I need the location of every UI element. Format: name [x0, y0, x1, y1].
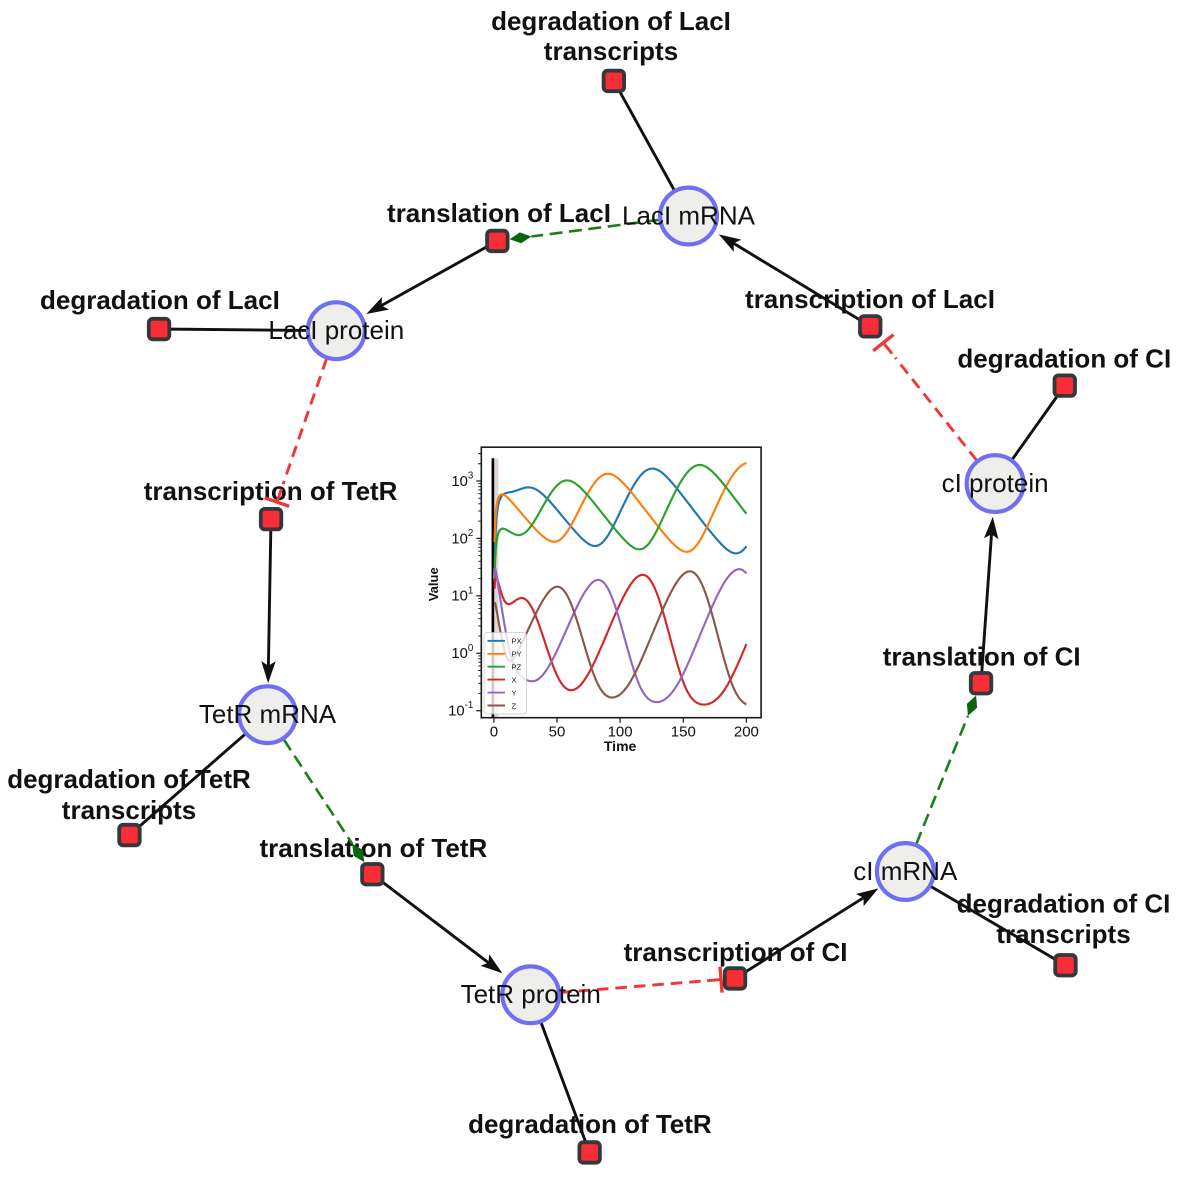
- svg-text:transcription of CI: transcription of CI: [624, 937, 848, 967]
- svg-text:degradation of LacI: degradation of LacI: [491, 6, 731, 36]
- svg-text:PZ: PZ: [512, 663, 522, 672]
- svg-text:103: 103: [451, 471, 473, 490]
- svg-text:PX: PX: [512, 637, 522, 646]
- svg-text:TetR mRNA: TetR mRNA: [199, 699, 337, 729]
- svg-text:degradation of CI: degradation of CI: [957, 889, 1171, 919]
- svg-text:degradation of TetR: degradation of TetR: [468, 1109, 712, 1139]
- svg-text:101: 101: [451, 585, 473, 604]
- svg-text:transcription of LacI: transcription of LacI: [745, 284, 995, 314]
- svg-text:cI mRNA: cI mRNA: [853, 856, 958, 886]
- svg-text:LacI mRNA: LacI mRNA: [622, 200, 756, 230]
- svg-text:degradation of TetR: degradation of TetR: [7, 764, 251, 794]
- svg-text:PY: PY: [512, 650, 522, 659]
- svg-text:transcripts: transcripts: [544, 36, 678, 66]
- svg-text:Value: Value: [426, 567, 441, 601]
- svg-text:TetR protein: TetR protein: [461, 979, 601, 1009]
- svg-text:150: 150: [671, 724, 696, 741]
- svg-text:200: 200: [734, 724, 759, 741]
- svg-text:degradation of CI: degradation of CI: [957, 344, 1171, 374]
- svg-text:LacI protein: LacI protein: [268, 315, 404, 345]
- svg-text:degradation of LacI: degradation of LacI: [40, 285, 280, 315]
- svg-text:50: 50: [549, 724, 566, 741]
- svg-text:Z: Z: [512, 701, 517, 710]
- svg-text:Time: Time: [604, 738, 637, 754]
- svg-text:0: 0: [490, 724, 498, 741]
- svg-text:100: 100: [608, 724, 633, 741]
- svg-text:10-1: 10-1: [448, 700, 473, 719]
- svg-text:translation of TetR: translation of TetR: [260, 833, 488, 863]
- svg-text:translation of LacI: translation of LacI: [387, 198, 611, 228]
- svg-text:Y: Y: [512, 689, 517, 698]
- svg-text:102: 102: [451, 528, 473, 547]
- svg-text:transcripts: transcripts: [62, 795, 196, 825]
- svg-text:X: X: [512, 676, 517, 685]
- svg-text:transcripts: transcripts: [996, 919, 1130, 949]
- svg-text:100: 100: [451, 643, 473, 662]
- svg-text:cI protein: cI protein: [942, 468, 1049, 498]
